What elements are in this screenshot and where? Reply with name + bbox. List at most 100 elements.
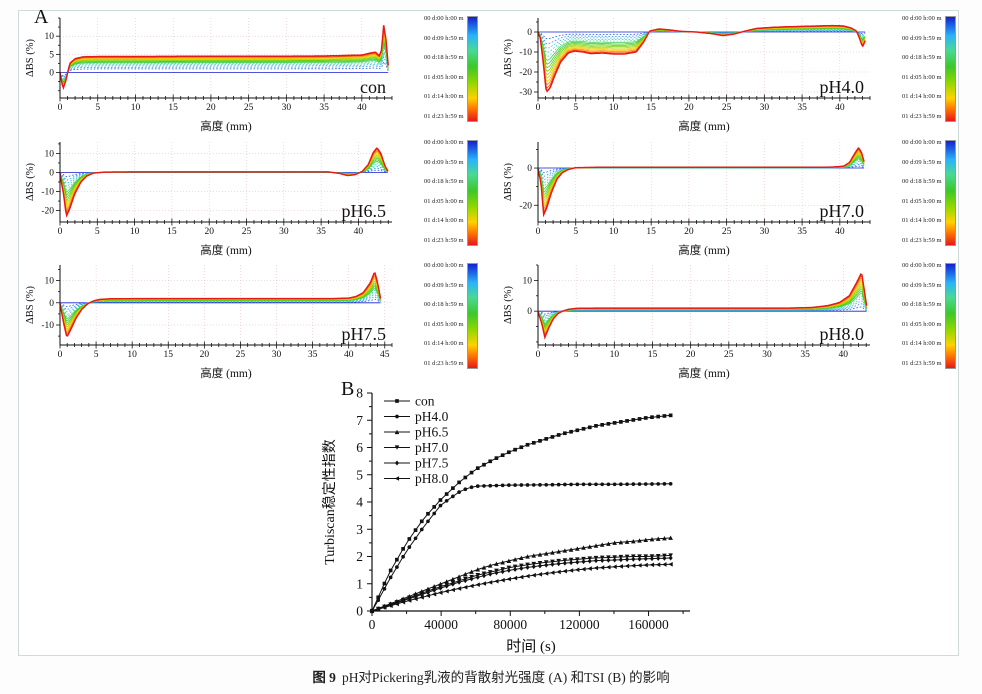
y-axis-label: ΔBS (%) [503,39,514,77]
time-colorbar: 00 d:00 h:00 m 00 d:09 h:59 m 00 d:18 h:59… [902,15,956,128]
axis-text: 0 [49,69,54,79]
axis-text: 0 [536,103,541,113]
axis-text: 10 [609,227,619,237]
axis-text: 0 [527,164,532,174]
y-axis-label: ΔBS (%) [25,286,36,324]
axis-text: 10 [610,350,620,360]
y-axis-label: ΔBS (%) [503,163,514,201]
axis-text: 15 [646,103,656,113]
colorbar-time-label: 01 d:14 h:00 m [902,217,942,224]
figure-border-frame [18,10,959,656]
axes [56,17,393,102]
axis-text: 40000 [424,617,458,632]
axis-text: 25 [242,227,252,237]
axis-text: 25 [244,103,254,113]
subplot-title: pH7.5 [342,324,387,344]
subplot-title: con [360,77,386,97]
time-colorbar: 00 d:00 h:00 m 00 d:09 h:59 m 00 d:18 h:59… [424,15,478,128]
axis-text: 10 [523,276,533,286]
x-axis-label: 高度 (mm) [678,119,730,133]
axis-text: 30 [279,227,289,237]
axis-text: -30 [519,88,532,98]
colorbar-time-label: 01 d:05 h:00 m [902,320,942,328]
axis-text: 0 [536,350,541,360]
series-markers-pH7.5 [369,555,673,614]
axis-text: 25 [722,103,732,113]
axis-text: 20 [684,227,694,237]
colorbar-time-label: 01 d:23 h:59 m [902,236,942,244]
subplot-title: pH6.5 [342,201,387,221]
colorbar-time-label: 00 d:18 h:59 m [424,301,464,308]
colorbar-time-label: 01 d:14 h:00 m [424,93,464,100]
axis-text: -20 [41,207,54,217]
colorbar-time-label: 00 d:18 h:59 m [902,301,942,308]
colorbar-time-label: 01 d:23 h:59 m [902,359,942,367]
axis-text: -10 [41,321,54,331]
axis-text: 40 [839,350,849,360]
axis-text: 15 [164,350,174,360]
axis-text: 35 [319,103,329,113]
axis-text: 30 [762,350,772,360]
bs-plot-svg: 0 5 10 15 20 25 30 35 40 -30 -20 -10 0 ΔBS (%) 高度 (mm)… [503,18,871,133]
axes [56,265,393,349]
figure-caption: 图 9 pH对Pickering乳液的背散射光强度 (A) 和TSI (B) 的影… [0,666,982,686]
colorbar-time-label: 01 d:05 h:00 m [902,197,942,205]
colorbar-time-label: 00 d:00 h:00 m [902,15,942,22]
bs-curves [59,25,389,91]
axis-text: 5 [573,227,578,237]
axis-text: 40 [354,227,364,237]
axis-text: 0 [58,103,63,113]
axis-text: 0 [58,227,63,237]
axis-text: 5 [95,227,100,237]
colorbar-labels: 00 d:00 h:00 m 00 d:09 h:59 m 00 d:18 h:59… [902,262,942,367]
axis-text: -20 [519,68,532,78]
axis-text: 5 [574,350,579,360]
colorbar-gradient [944,263,956,369]
legend-label: pH6.5 [415,425,449,440]
axis-text: 0 [369,617,376,632]
colorbar-time-label: 01 d:23 h:59 m [424,236,464,244]
axis-text: 8 [356,386,363,401]
axis-text: 15 [167,227,177,237]
colorbar-time-label: 01 d:23 h:59 m [424,112,464,120]
axis-text: 35 [797,227,807,237]
axis-text: 10 [45,32,55,42]
axis-text: 35 [308,350,318,360]
axis-text: 40 [835,227,845,237]
axis-text: 10 [130,227,140,237]
axis-text: 30 [282,103,292,113]
colorbar-time-label: 01 d:05 h:00 m [902,73,942,81]
colorbar-time-label: 01 d:05 h:00 m [424,197,464,205]
axis-text: 0 [356,604,363,619]
bs-curves [59,272,382,337]
axis-text: 25 [236,350,246,360]
axis-text: 20 [206,103,216,113]
colorbar-time-label: 01 d:23 h:59 m [902,112,942,120]
axis-text: 40 [835,103,845,113]
axis-text: 40 [344,350,354,360]
axis-text: 10 [127,350,137,360]
tsi-plot: 0 40000 80000 120000 160000 0 1 2 3 4 5 6 7 8 时间 (s) Tu… [318,381,718,663]
axes [367,392,690,616]
series-markers-pH7.0 [369,553,673,614]
axis-text: 5 [95,103,100,113]
axis-text: 5 [94,350,99,360]
axis-text: 15 [646,227,656,237]
axis-text: 25 [724,350,734,360]
time-colorbar: 00 d:00 h:00 m 00 d:09 h:59 m 00 d:18 h:59… [424,139,478,252]
axis-text: 35 [316,227,326,237]
axis-text: 3 [356,522,363,537]
axis-text: 0 [49,168,54,178]
colorbar-time-label: 00 d:09 h:59 m [424,34,464,42]
colorbar-time-label: 00 d:09 h:59 m [424,281,464,289]
axis-text: 15 [648,350,658,360]
colorbar-gradient [944,16,956,122]
colorbar-gradient [466,140,478,246]
colorbar-labels: 00 d:00 h:00 m 00 d:09 h:59 m 00 d:18 h:59… [424,262,464,367]
time-colorbar: 00 d:00 h:00 m 00 d:09 h:59 m 00 d:18 h:59… [424,262,478,375]
axis-text: 5 [49,50,54,60]
colorbar-time-label: 01 d:14 h:00 m [902,93,942,100]
colorbar-labels: 00 d:00 h:00 m 00 d:09 h:59 m 00 d:18 h:59… [902,139,942,244]
axis-text: 120000 [559,617,600,632]
axes [56,142,392,226]
